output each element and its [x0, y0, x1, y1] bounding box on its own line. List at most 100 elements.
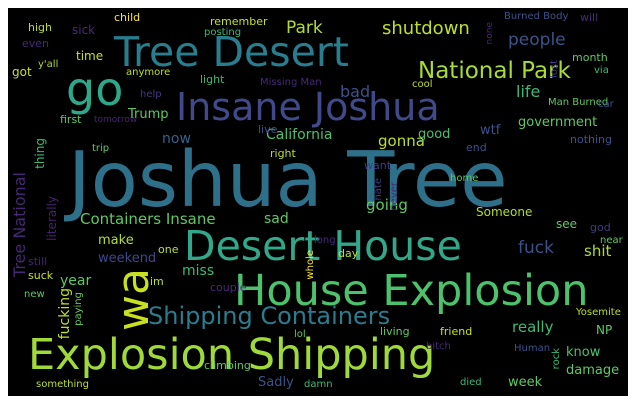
word-weekend: weekend [98, 251, 157, 266]
word-even: even [22, 37, 50, 50]
word-week: week [508, 375, 543, 390]
word-fucking: fucking [57, 288, 73, 340]
word-hate: hate [373, 178, 384, 201]
word-still: still [28, 255, 48, 268]
word-home: home [450, 173, 479, 184]
word-know: know [566, 345, 601, 360]
word-climbing: climbing [204, 359, 251, 372]
word-house-explosion: House Explosion [234, 266, 589, 316]
word-national-park: National Park [418, 58, 571, 84]
word-damage: damage [566, 363, 620, 378]
word-desert-house: Desert House [184, 222, 462, 270]
word-cloud-canvas: Joshua Tree Explosion Shipping House Exp… [8, 8, 628, 396]
word-nothing: nothing [570, 133, 612, 146]
word-people: people [508, 30, 566, 50]
word-tree-national: Tree National [10, 172, 29, 278]
word-containers-insane: Containers Insane [80, 210, 216, 228]
word-couple: couple [210, 281, 247, 294]
word-lol: lol [294, 329, 306, 340]
word-end: end [466, 141, 487, 154]
word-anymore: anymore [126, 67, 171, 78]
word-shit: shit [584, 242, 612, 260]
word-posting: posting [204, 27, 242, 38]
word-bitch: bitch [426, 341, 451, 352]
word-fuck: fuck [518, 238, 554, 258]
word-car: car [598, 99, 614, 110]
word-cool: cool [412, 79, 433, 90]
word-literally: literally [45, 196, 59, 241]
word-california: California [266, 127, 333, 143]
word-really: really [512, 318, 554, 336]
word-child: child [114, 11, 141, 24]
word-wtf: wtf [480, 123, 501, 138]
word-rock: rock [551, 348, 562, 370]
word-make: make [98, 233, 134, 248]
word-someone: Someone [476, 205, 533, 219]
word-now: now [162, 131, 191, 147]
word-day: day [338, 247, 359, 260]
word-right: right [270, 147, 296, 160]
word-joshua-tree: Joshua Tree [68, 136, 508, 225]
word-life: life [516, 82, 541, 101]
word-long: long [314, 235, 336, 246]
word-month: month [572, 51, 608, 64]
word-one: one [158, 243, 179, 256]
word-trump: Trump [128, 107, 169, 122]
word-first: first [60, 113, 82, 126]
word-live: live [258, 123, 278, 136]
word-going: going [366, 196, 408, 214]
word-friend: friend [440, 325, 473, 338]
word-something: something [36, 379, 89, 390]
word-explosion-shipping: Explosion Shipping [28, 330, 436, 380]
word-none: none [485, 22, 495, 45]
word-see: see [556, 217, 578, 231]
word-remember: remember [210, 15, 268, 28]
word-man-burned: Man Burned [548, 97, 609, 108]
word-high: high [28, 21, 52, 34]
word-miss: miss [182, 263, 215, 279]
word-burned-body: Burned Body [504, 11, 569, 22]
word-want: want [364, 159, 392, 172]
word-shipping-containers: Shipping Containers [148, 302, 391, 330]
word-yall: y'all [38, 59, 59, 70]
word-np: NP [596, 323, 613, 337]
word-sick: sick [72, 23, 96, 37]
word-whole: whole [305, 250, 316, 280]
word-government: government [518, 115, 598, 130]
word-missing-man: Missing Man [260, 77, 322, 88]
word-god: god [590, 221, 611, 234]
word-gonna: gonna [378, 132, 425, 150]
word-new: new [24, 289, 45, 300]
word-tree-desert: Tree Desert [114, 28, 349, 76]
word-human: Human [514, 343, 551, 354]
word-help: help [140, 89, 162, 100]
word-sad: sad [264, 211, 289, 227]
word-trip: trip [92, 143, 110, 154]
word-year: year [60, 273, 92, 289]
word-living: living [380, 325, 410, 338]
word-got: got [12, 65, 32, 79]
word-tomorrow: tomorrow [94, 115, 138, 125]
word-go: go [66, 62, 124, 116]
word-time: time [76, 49, 104, 63]
word-sadly: Sadly [258, 375, 294, 390]
word-paying: paying [73, 292, 84, 326]
word-via: via [594, 65, 609, 76]
word-shutdown: shutdown [382, 18, 470, 39]
word-good: good [418, 127, 451, 142]
word-suck: suck [28, 269, 54, 282]
word-died: died [460, 377, 482, 388]
word-near: near [600, 235, 623, 246]
word-never: never [389, 182, 400, 211]
word-lost: lost [549, 60, 560, 79]
word-bad: bad [340, 82, 371, 101]
word-im: im [150, 275, 164, 288]
word-insane-joshua: Insane Joshua [176, 85, 440, 129]
word-light: light [200, 73, 225, 86]
word-park: Park [286, 18, 323, 38]
word-damn: damn [304, 379, 333, 390]
word-yosemite: Yosemite [576, 307, 621, 318]
word-will: will [580, 11, 599, 24]
word-thing: thing [33, 138, 47, 169]
